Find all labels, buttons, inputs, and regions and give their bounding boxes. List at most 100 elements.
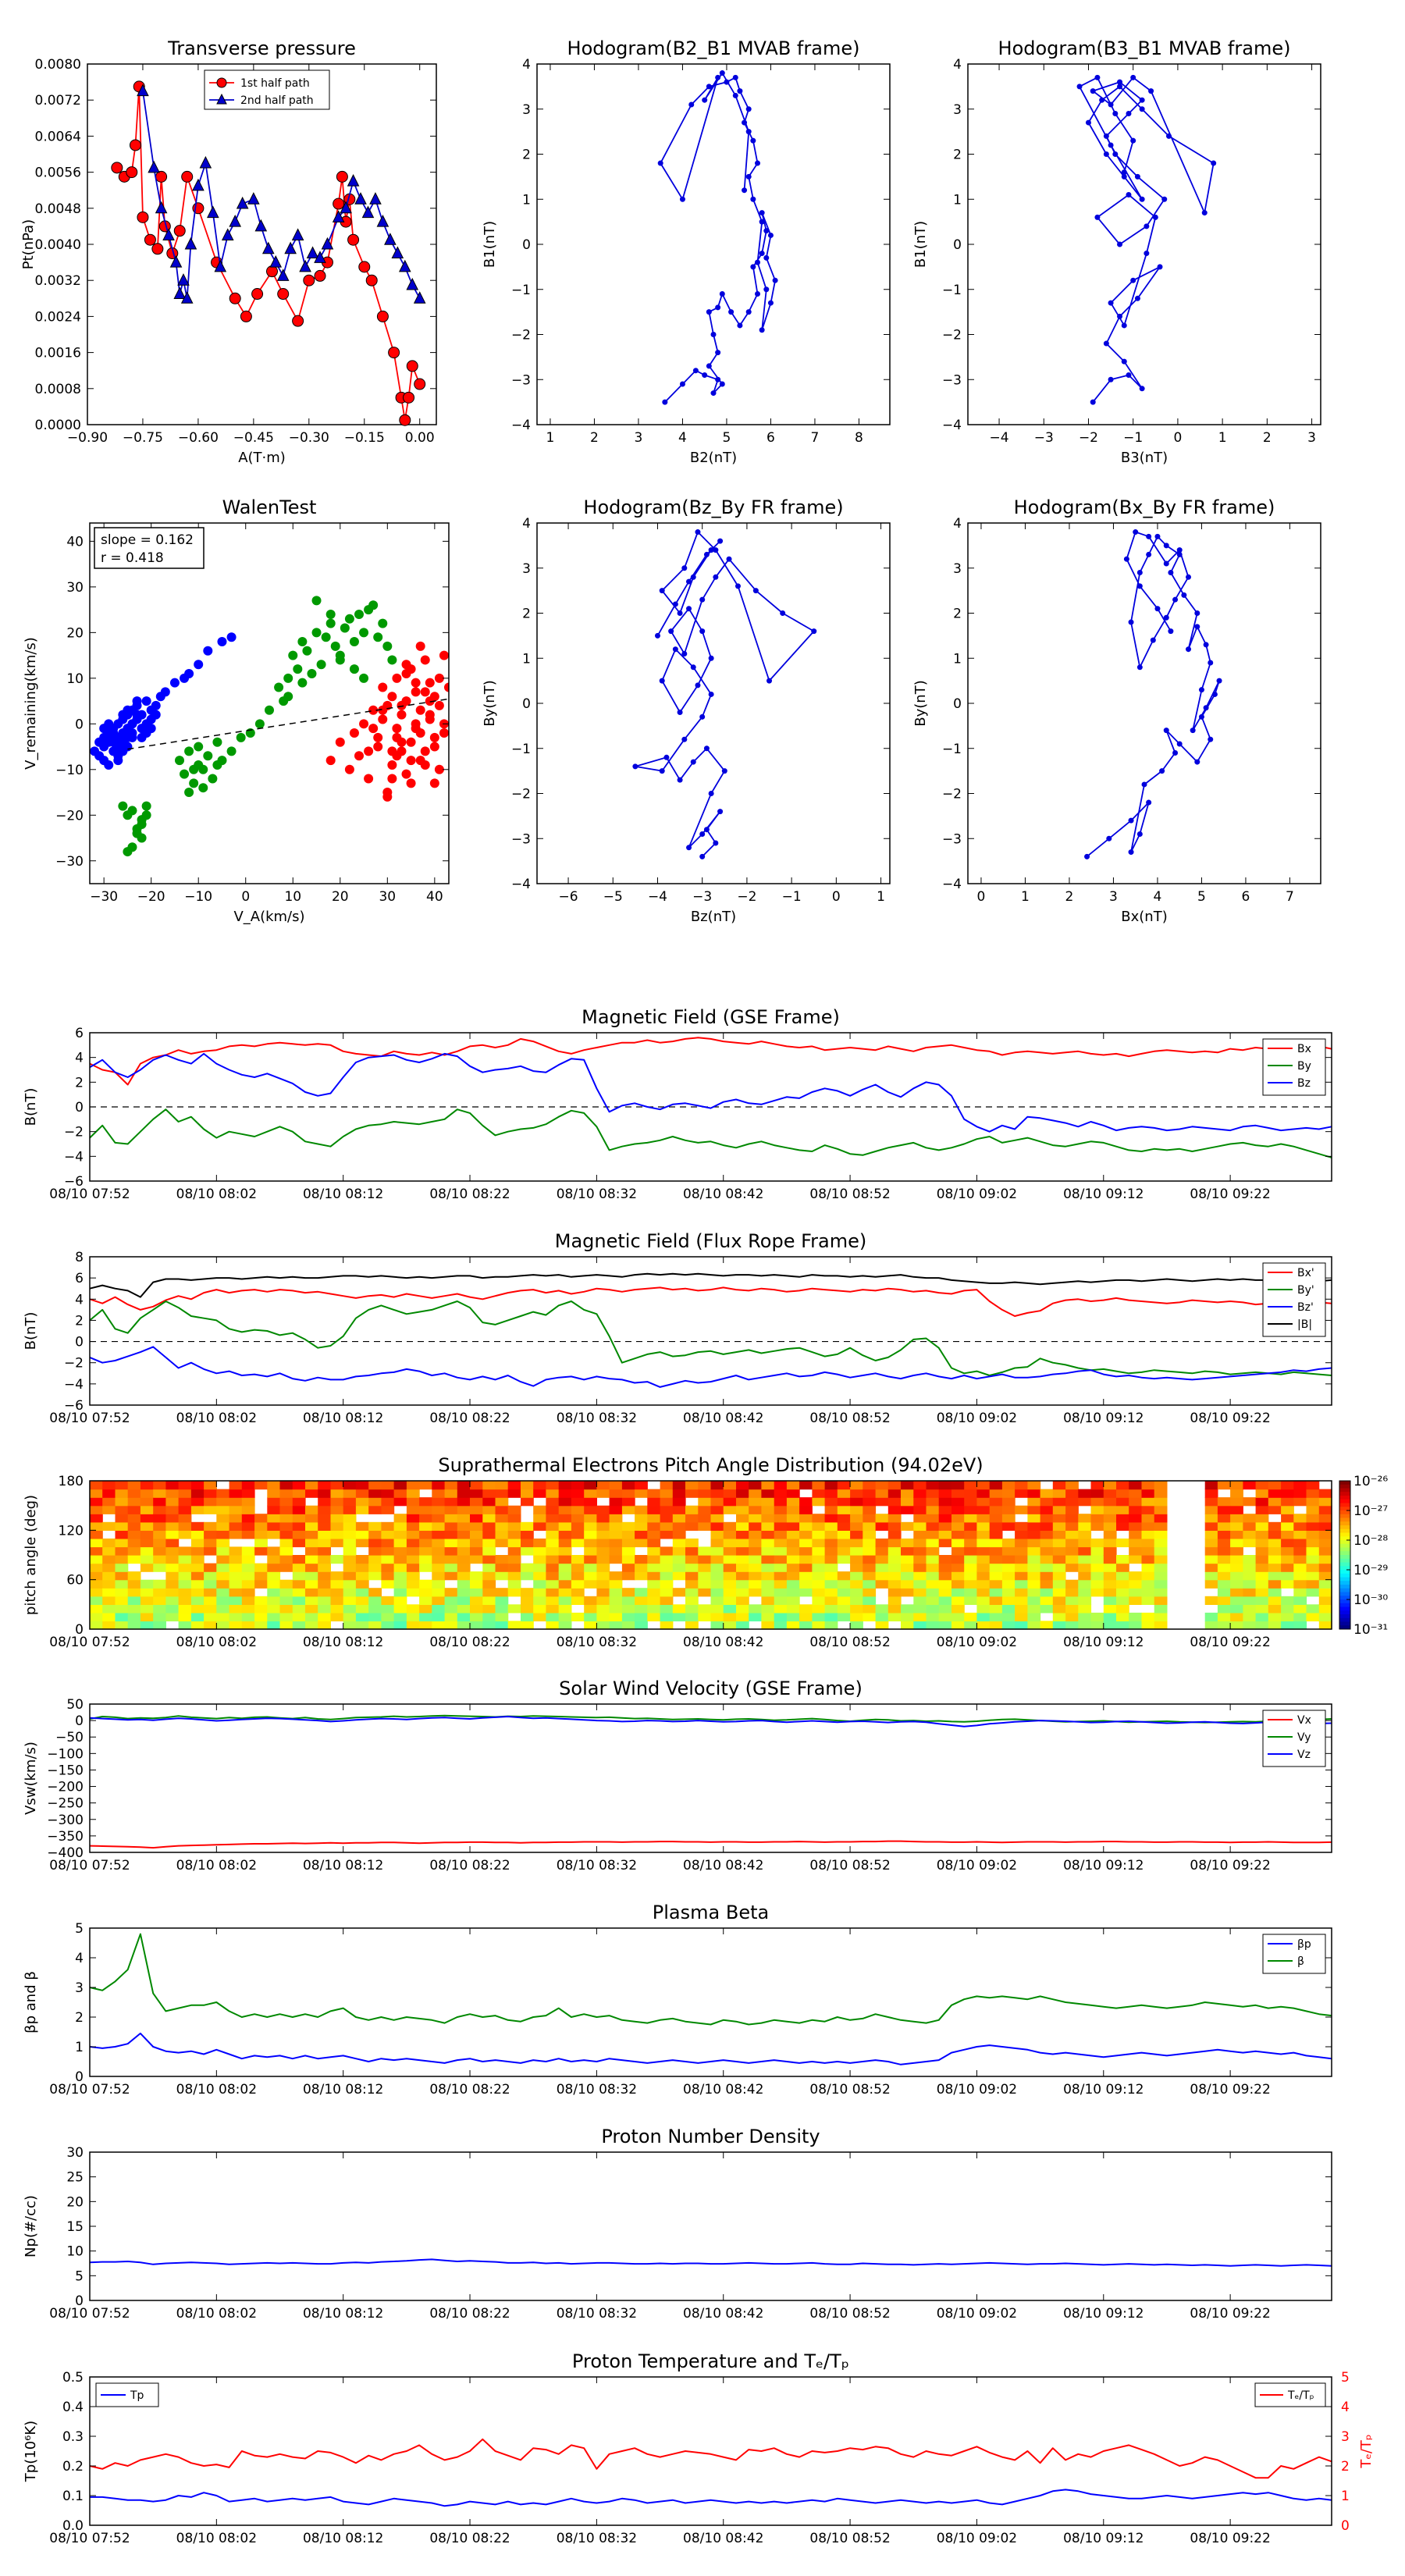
- heatmap-cell: [381, 1497, 395, 1507]
- heatmap-cell: [1230, 1596, 1243, 1605]
- heatmap-cell: [292, 1612, 306, 1622]
- scatter-point: [189, 778, 199, 788]
- heatmap-cell: [432, 1538, 446, 1548]
- x-tick-label: −0.15: [344, 430, 385, 446]
- scatter-point: [180, 769, 190, 779]
- x-tick-label: 08/10 08:22: [429, 1635, 510, 1650]
- heatmap-cell: [1052, 1489, 1066, 1498]
- heatmap-cell: [964, 1596, 977, 1605]
- y-tick-label: 0: [75, 717, 84, 732]
- heatmap-cell: [241, 1571, 255, 1581]
- heatmap-cell: [837, 1481, 851, 1490]
- heatmap-cell: [190, 1621, 205, 1630]
- data-point: [1084, 853, 1090, 859]
- heatmap-cell: [976, 1579, 991, 1589]
- data-point: [767, 300, 774, 306]
- heatmap-cell: [318, 1579, 331, 1589]
- data-point: [365, 274, 378, 286]
- heatmap-cell: [178, 1489, 192, 1498]
- y-tick-label: 0.1: [62, 2489, 84, 2504]
- data-point: [1144, 223, 1150, 229]
- heatmap-cell: [1040, 1489, 1054, 1498]
- heatmap-cell: [1129, 1596, 1142, 1605]
- heatmap-cell: [368, 1521, 382, 1531]
- scatter-point: [184, 746, 194, 756]
- colorbar-step: [1339, 1558, 1350, 1563]
- heatmap-cell: [457, 1571, 471, 1581]
- heatmap-cell: [710, 1571, 724, 1581]
- heatmap-cell: [470, 1612, 483, 1622]
- heatmap-cell: [140, 1530, 154, 1539]
- data-point: [713, 574, 719, 580]
- scatter-point: [283, 673, 293, 683]
- colorbar-step: [1339, 1625, 1350, 1630]
- data-point: [719, 70, 725, 76]
- heatmap-cell: [305, 1612, 318, 1622]
- y-tick-label: 2: [953, 148, 962, 163]
- heatmap-cell: [635, 1514, 648, 1523]
- heatmap-cell: [926, 1530, 940, 1539]
- heatmap-cell: [951, 1555, 965, 1564]
- colorbar-step: [1339, 1577, 1350, 1582]
- scatter-point: [439, 650, 449, 660]
- heatmap-cell: [1255, 1555, 1269, 1564]
- heatmap-cell: [1015, 1621, 1028, 1630]
- legend-label: Vx: [1297, 1714, 1311, 1727]
- heatmap-cell: [571, 1497, 585, 1507]
- heatmap-cell: [1243, 1612, 1257, 1622]
- data-point: [314, 269, 326, 282]
- heatmap-cell: [1306, 1481, 1320, 1490]
- data-point: [1154, 533, 1161, 539]
- data-point: [1172, 596, 1179, 603]
- data-point: [1139, 196, 1145, 202]
- heatmap-cell: [1065, 1538, 1079, 1548]
- y-axis-label: Pt(nPa): [20, 219, 37, 269]
- heatmap-cell: [938, 1521, 952, 1531]
- heatmap-cell: [127, 1481, 141, 1490]
- hodogram-path: [635, 531, 815, 857]
- heatmap-cell: [457, 1505, 471, 1514]
- heatmap-cell: [621, 1612, 635, 1622]
- heatmap-cell: [1204, 1481, 1218, 1490]
- data-point: [1108, 376, 1114, 382]
- heatmap-cell: [951, 1489, 965, 1498]
- heatmap-cell: [393, 1521, 407, 1531]
- heatmap-cell: [495, 1514, 509, 1523]
- heatmap-cell: [1293, 1538, 1307, 1548]
- heatmap-cell: [355, 1596, 369, 1605]
- plot-frame: [89, 1480, 1332, 1630]
- heatmap-cell: [368, 1621, 382, 1630]
- heatmap-cell: [558, 1563, 572, 1572]
- x-tick-label: 08/10 07:52: [49, 1635, 130, 1650]
- heatmap-cell: [368, 1530, 382, 1539]
- heatmap-cell: [521, 1497, 534, 1507]
- heatmap-cell: [913, 1596, 927, 1605]
- data-point: [155, 170, 168, 183]
- heatmap-cell: [1015, 1555, 1028, 1564]
- heatmap-cell: [660, 1530, 674, 1539]
- heatmap-cell: [178, 1505, 192, 1514]
- heatmap-cell: [901, 1563, 914, 1572]
- heatmap-cell: [812, 1571, 826, 1581]
- heatmap-cell: [558, 1555, 572, 1564]
- data-point: [184, 237, 197, 250]
- data-point: [303, 274, 315, 286]
- y-tick-label: 0.3: [62, 2429, 84, 2445]
- heatmap-cell: [470, 1571, 483, 1581]
- data-point: [1126, 372, 1132, 378]
- heatmap-cell: [1154, 1555, 1168, 1564]
- x-tick-label: 2: [1263, 430, 1272, 446]
- heatmap-cell: [546, 1604, 560, 1614]
- x-tick-label: −3: [692, 889, 712, 905]
- heatmap-cell: [406, 1571, 420, 1581]
- heatmap-cell: [140, 1497, 154, 1507]
- x-tick-label: −30: [90, 889, 118, 905]
- heatmap-cell: [723, 1596, 737, 1605]
- data-point: [702, 372, 708, 378]
- heatmap-cell: [850, 1489, 863, 1498]
- heatmap-cell: [204, 1588, 217, 1597]
- heatmap-cell: [165, 1505, 180, 1514]
- heatmap-cell: [685, 1612, 699, 1622]
- heatmap-cell: [558, 1505, 572, 1514]
